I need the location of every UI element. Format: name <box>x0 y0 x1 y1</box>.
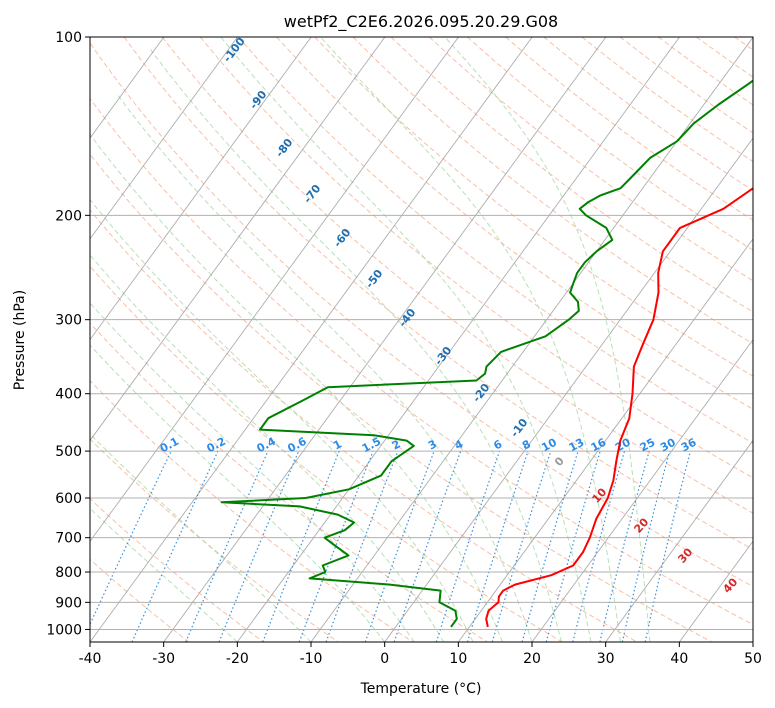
moist-adiabat <box>90 507 238 642</box>
mixing-ratio-line <box>435 450 501 642</box>
mixing-ratio-label: 16 <box>589 436 609 455</box>
dry-adiabat <box>390 37 753 313</box>
dry-adiabat <box>276 37 753 410</box>
y-tick-label: 900 <box>55 595 82 611</box>
isotherm <box>236 37 680 642</box>
moist-adiabat <box>90 344 386 642</box>
moist-adiabat <box>116 94 533 642</box>
mixing-ratio-label: 36 <box>679 436 699 455</box>
y-tick-label: 400 <box>55 387 82 403</box>
y-tick-label: 800 <box>55 565 82 581</box>
moist-adiabat <box>90 254 445 642</box>
y-tick-label: 300 <box>55 313 82 329</box>
x-axis-title: Temperature (°C) <box>360 681 482 697</box>
dry-adiabat <box>123 37 753 550</box>
mixing-ratio-line <box>185 450 269 642</box>
mixing-ratio-label: 30 <box>658 436 678 455</box>
profile-lines <box>220 79 753 628</box>
mixing-ratio-line <box>262 450 340 642</box>
plot-frame <box>89 36 754 643</box>
y-axis-title: Pressure (hPa) <box>12 290 28 390</box>
mixing-ratio-line <box>644 450 691 642</box>
dewpoint-profile <box>220 79 753 628</box>
y-tick-label: 500 <box>55 444 82 460</box>
mixing-ratio-line <box>572 450 626 642</box>
mixing-ratio-line <box>491 450 552 642</box>
moist-adiabat <box>444 37 651 642</box>
isotherm <box>384 137 753 642</box>
isotherm <box>752 641 753 642</box>
isotherm <box>531 338 753 642</box>
moist-adiabat <box>90 433 312 642</box>
isotherm <box>457 238 753 642</box>
isotherm <box>605 439 753 642</box>
chart-title: wetPf2_C2E6.2026.095.20.29.G08 <box>284 12 558 32</box>
x-tick-label: 0 <box>380 651 389 667</box>
isotherm <box>163 37 607 642</box>
y-tick-label: 1000 <box>46 622 82 638</box>
isotherm <box>90 37 238 240</box>
x-tick-label: 40 <box>670 651 688 667</box>
plot-background <box>90 37 753 642</box>
mixing-ratio-line <box>298 450 374 642</box>
isotherm <box>90 37 386 442</box>
x-tick-label: 30 <box>597 651 615 667</box>
mixing-ratio-label: 10 <box>539 436 559 455</box>
mixing-ratio-line <box>218 450 300 642</box>
x-tick-label: -20 <box>226 651 249 667</box>
dry-adiabat <box>90 42 753 588</box>
dry-adiabat <box>199 37 753 479</box>
mixing-ratio-line <box>364 450 435 642</box>
y-tick-label: 600 <box>55 491 82 507</box>
x-tick-label: 20 <box>523 651 541 667</box>
mixing-ratio-label: 13 <box>567 436 587 455</box>
x-tick-label: 50 <box>744 651 762 667</box>
y-axis: 100 200 300 400 500 600 700 800 900 1000 <box>46 30 90 638</box>
x-tick-label: -40 <box>79 651 102 667</box>
dry-adiabat <box>161 37 753 514</box>
dry-adiabat <box>238 37 753 444</box>
mixing-ratio-line <box>545 450 601 642</box>
moist-adiabat <box>320 37 621 642</box>
isotherm <box>90 37 533 642</box>
mixing-ratio-line <box>466 450 529 642</box>
y-tick-label: 700 <box>55 531 82 547</box>
moist-adiabat <box>220 37 592 642</box>
dry-adiabat <box>90 438 340 642</box>
moist-adiabat <box>150 49 562 642</box>
moist-adiabat <box>90 198 474 642</box>
dry-adiabat <box>90 209 639 642</box>
mixing-ratio-line <box>325 450 399 642</box>
x-tick-label: -30 <box>152 651 175 667</box>
mixing-ratio-line <box>599 450 650 642</box>
mixing-ratio-line <box>521 450 579 642</box>
mixing-ratio-label: 25 <box>638 436 658 455</box>
mixing-ratio-line <box>393 450 462 642</box>
temperature-profile <box>485 187 753 628</box>
x-tick-label: -10 <box>300 651 323 667</box>
x-tick-label: 10 <box>449 651 467 667</box>
pressure-gridlines <box>90 37 753 630</box>
background-lines <box>90 37 753 642</box>
mixing-ratio-line <box>621 450 671 642</box>
y-tick-label: 100 <box>55 30 82 46</box>
x-axis: -40 -30 -20 -10 0 10 20 30 40 50 <box>79 642 762 667</box>
y-tick-label: 200 <box>55 208 82 224</box>
